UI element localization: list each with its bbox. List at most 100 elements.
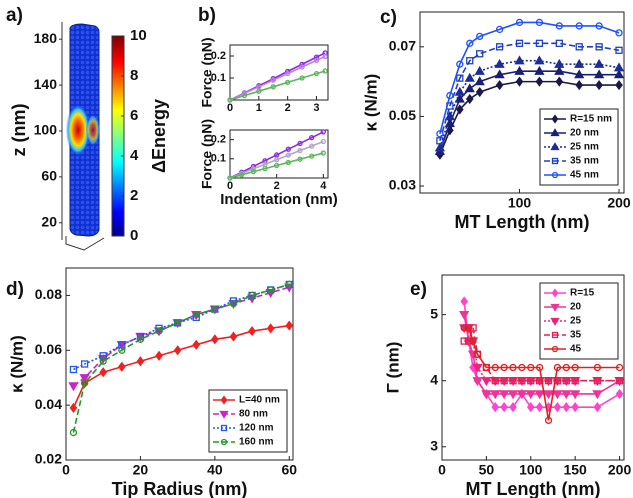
- marker: [500, 363, 508, 372]
- marker: [574, 58, 585, 68]
- marker: [155, 350, 163, 361]
- plot-frame: [419, 11, 625, 194]
- marker: [464, 324, 473, 332]
- x-tick-label: 100: [508, 195, 532, 211]
- marker: [250, 169, 256, 175]
- marker: [495, 80, 504, 91]
- marker: [482, 363, 491, 372]
- marker: [211, 305, 219, 313]
- legend-label: 25 nm: [570, 142, 599, 153]
- panel-label: e): [410, 279, 427, 300]
- marker: [595, 80, 603, 91]
- legend-label: R=15: [570, 288, 595, 299]
- plot-frame: [65, 267, 294, 461]
- y-tick-label: 0.2: [211, 50, 226, 62]
- marker: [456, 60, 464, 68]
- marker: [229, 331, 238, 342]
- y-tick-label: 0.1: [211, 153, 226, 165]
- y-tick-label: 20: [41, 213, 57, 229]
- x-tick-label: 2: [274, 180, 280, 192]
- y-tick-label: 0.06: [35, 341, 62, 357]
- series-line: [439, 59, 620, 148]
- marker: [270, 77, 276, 83]
- marker: [615, 377, 624, 385]
- marker: [562, 363, 570, 372]
- marker: [434, 142, 446, 152]
- x-tick-label: 0: [227, 180, 233, 192]
- panel-label: a): [6, 5, 23, 26]
- marker: [514, 65, 525, 75]
- series-line: [73, 283, 290, 371]
- marker: [474, 65, 485, 75]
- marker: [553, 363, 562, 372]
- y-axis-label: Force (nN): [199, 38, 215, 108]
- marker: [515, 76, 524, 87]
- legend-label: 45 nm: [570, 170, 599, 181]
- marker: [535, 39, 544, 47]
- marker: [534, 390, 545, 400]
- series-line: [229, 140, 324, 179]
- legend-label: 20 nm: [570, 128, 599, 139]
- marker: [313, 57, 320, 64]
- marker: [320, 150, 326, 156]
- marker: [613, 69, 625, 79]
- legend-label: 35 nm: [570, 156, 599, 167]
- marker: [515, 39, 524, 47]
- series-line: [439, 70, 620, 152]
- marker: [466, 57, 474, 65]
- marker: [227, 175, 233, 181]
- colorbar: [111, 35, 125, 237]
- marker: [571, 402, 579, 413]
- marker: [535, 76, 544, 87]
- y-tick-label: 0.03: [389, 177, 416, 193]
- marker: [248, 291, 256, 300]
- legend-label: 80 nm: [239, 409, 268, 420]
- marker: [571, 377, 579, 385]
- marker: [474, 76, 485, 86]
- marker: [551, 288, 559, 298]
- marker: [476, 50, 484, 58]
- marker: [615, 80, 623, 91]
- marker: [469, 324, 477, 332]
- marker: [552, 390, 563, 400]
- x-axis-label: MT Length (nm): [466, 479, 601, 498]
- marker: [473, 350, 482, 358]
- marker: [309, 153, 315, 159]
- marker: [593, 363, 602, 372]
- marker: [192, 339, 201, 350]
- marker: [285, 152, 291, 158]
- marker: [575, 80, 584, 91]
- marker: [69, 428, 78, 437]
- mt-render: [65, 23, 105, 251]
- marker: [481, 377, 492, 387]
- marker: [446, 91, 454, 100]
- marker: [297, 140, 303, 147]
- panel-label: d): [6, 279, 24, 300]
- marker: [593, 402, 602, 413]
- marker: [284, 70, 291, 77]
- marker: [464, 337, 473, 345]
- marker: [309, 143, 315, 149]
- marker: [550, 317, 560, 326]
- y-axis-label: z (nm): [9, 104, 29, 157]
- marker: [534, 55, 545, 65]
- marker: [68, 382, 79, 392]
- x-tick-label: 3: [313, 102, 319, 114]
- marker: [297, 156, 303, 162]
- marker: [229, 297, 238, 305]
- marker: [550, 142, 560, 151]
- marker: [320, 129, 326, 135]
- marker: [472, 363, 483, 373]
- marker: [464, 72, 475, 82]
- marker: [595, 43, 603, 51]
- marker: [476, 32, 484, 41]
- marker: [525, 390, 536, 400]
- y-axis-label: κ (N/m): [361, 74, 380, 132]
- marker: [507, 390, 519, 400]
- colorbar-tick-label: 10: [130, 27, 147, 44]
- x-tick-label: 200: [608, 462, 632, 478]
- y-tick-label: 0.07: [389, 38, 416, 54]
- y-tick-label: 0.08: [35, 286, 62, 302]
- x-axis-label: MT Length (nm): [455, 212, 590, 232]
